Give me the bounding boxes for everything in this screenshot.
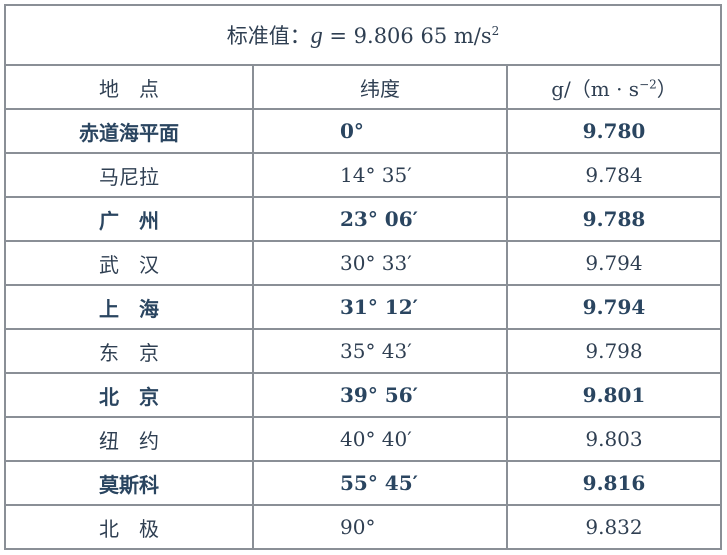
table-row: 莫斯科 55° 45′ 9.816 (4, 460, 722, 506)
cell-location: 赤道海平面 (4, 108, 254, 154)
cell-location: 广 州 (4, 196, 254, 242)
cell-latitude: 0° (252, 108, 508, 154)
cell-latitude: 39° 56′ (252, 372, 508, 418)
cell-g: 9.794 (506, 284, 722, 330)
cell-g: 9.801 (506, 372, 722, 418)
title-row: 标准值：g = 9.806 65 m/s2 (4, 4, 722, 66)
cell-g: 9.816 (506, 460, 722, 506)
cell-location: 北 极 (4, 504, 254, 550)
header-latitude: 纬度 (252, 64, 508, 110)
title-prefix: 标准值： (226, 24, 311, 48)
cell-location: 马尼拉 (4, 152, 254, 198)
header-g-unit: g/（m · s (551, 76, 640, 101)
cell-g: 9.780 (506, 108, 722, 154)
table-row: 广 州 23° 06′ 9.788 (4, 196, 722, 242)
cell-g: 9.794 (506, 240, 722, 286)
cell-latitude: 55° 45′ (252, 460, 508, 506)
cell-g: 9.788 (506, 196, 722, 242)
cell-location: 武 汉 (4, 240, 254, 286)
table-row: 上 海 31° 12′ 9.794 (4, 284, 722, 330)
cell-g: 9.832 (506, 504, 722, 550)
cell-g: 9.784 (506, 152, 722, 198)
header-g: g/（m · s−2） (506, 64, 722, 110)
table-row: 纽 约 40° 40′ 9.803 (4, 416, 722, 462)
cell-latitude: 30° 33′ (252, 240, 508, 286)
header-location: 地 点 (4, 64, 254, 110)
cell-latitude: 14° 35′ (252, 152, 508, 198)
table-row: 东 京 35° 43′ 9.798 (4, 328, 722, 374)
gravity-table: 标准值：g = 9.806 65 m/s2 地 点 纬度 g/（m · s−2）… (4, 4, 722, 550)
cell-location: 东 京 (4, 328, 254, 374)
cell-latitude: 35° 43′ (252, 328, 508, 374)
cell-latitude: 23° 06′ (252, 196, 508, 242)
title-exponent: 2 (491, 24, 500, 38)
header-row: 地 点 纬度 g/（m · s−2） (4, 64, 722, 110)
cell-location: 纽 约 (4, 416, 254, 462)
table-row: 北 极 90° 9.832 (4, 504, 722, 550)
cell-latitude: 90° (252, 504, 508, 550)
header-g-close: ） (656, 76, 677, 101)
title-value: = 9.806 65 m/s (322, 24, 492, 48)
table-row: 武 汉 30° 33′ 9.794 (4, 240, 722, 286)
cell-g: 9.803 (506, 416, 722, 462)
cell-location: 北 京 (4, 372, 254, 418)
table-row: 赤道海平面 0° 9.780 (4, 108, 722, 154)
header-g-exponent: −2 (639, 76, 657, 91)
cell-latitude: 40° 40′ (252, 416, 508, 462)
table-row: 北 京 39° 56′ 9.801 (4, 372, 722, 418)
title-symbol: g (310, 23, 323, 49)
cell-location: 莫斯科 (4, 460, 254, 506)
cell-latitude: 31° 12′ (252, 284, 508, 330)
table-title: 标准值：g = 9.806 65 m/s2 (4, 4, 722, 66)
table-row: 马尼拉 14° 35′ 9.784 (4, 152, 722, 198)
cell-g: 9.798 (506, 328, 722, 374)
cell-location: 上 海 (4, 284, 254, 330)
